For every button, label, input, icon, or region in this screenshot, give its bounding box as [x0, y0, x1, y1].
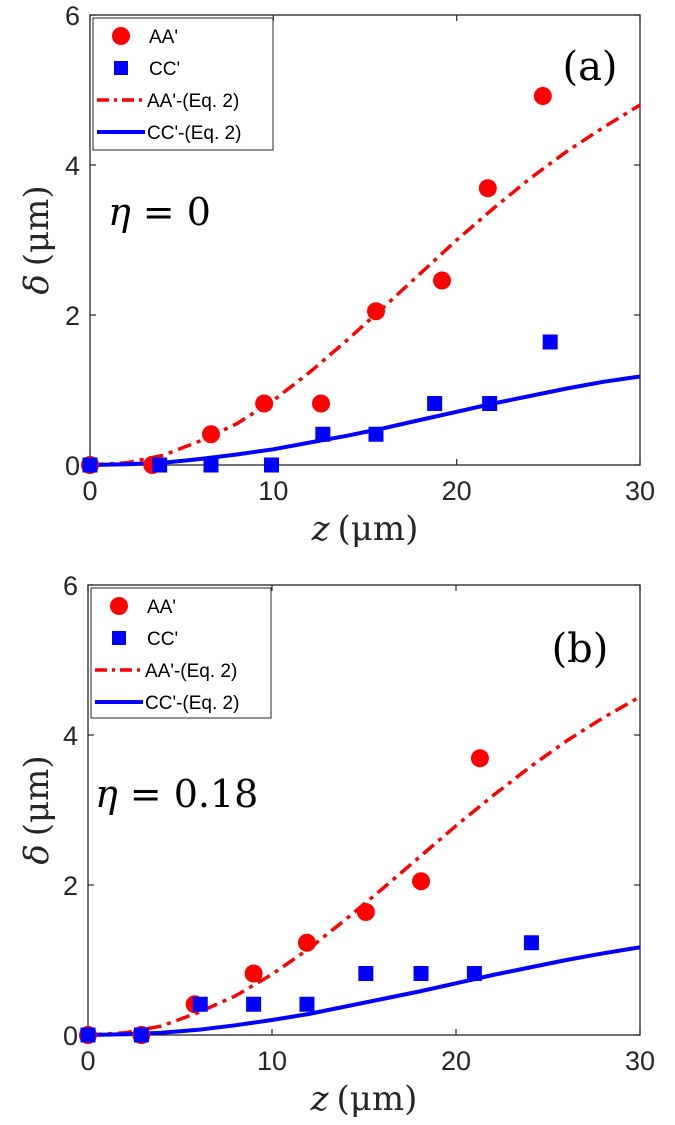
legend-marker-circle	[112, 27, 130, 45]
y-axis-unit: (μm)	[17, 755, 57, 836]
eta-annotation: η = 0.18	[95, 772, 258, 816]
y-axis-label: δ (μm)	[17, 185, 57, 294]
data-point-aa	[312, 394, 330, 413]
data-point-cc	[152, 457, 168, 473]
data-point-cc	[299, 996, 315, 1012]
data-point-aa	[470, 749, 489, 768]
series-line-cc-eq2	[89, 374, 641, 467]
x-axis-label: z (μm)	[311, 509, 419, 549]
legend-label: AA'-(Eq. 2)	[147, 91, 239, 112]
data-point-aa	[412, 872, 431, 891]
legend-marker-square	[112, 631, 126, 645]
eta-value: = 0.18	[130, 772, 259, 816]
y-tick-label: 4	[65, 151, 80, 181]
data-point-cc	[203, 457, 219, 473]
x-axis-label: z (μm)	[310, 1079, 418, 1119]
data-point-cc	[80, 1027, 96, 1043]
y-axis-unit: (μm)	[17, 185, 57, 266]
chart-panel-a: 0 10 20 30 0 2 4 6 AA' CC' AA'-(Eq. 2) CC'-(Eq. 2) (…	[17, 1, 655, 549]
x-tick-label: 0	[80, 1046, 95, 1076]
series-line-aa-eq2	[89, 103, 641, 467]
data-point-cc	[133, 1027, 149, 1043]
data-point-cc	[482, 396, 498, 411]
data-point-aa	[478, 179, 497, 198]
legend-label: CC'	[147, 629, 178, 650]
y-tick-label: 2	[63, 871, 78, 901]
data-point-cc	[315, 426, 331, 442]
legend-label: AA'-(Eq. 2)	[145, 661, 237, 682]
x-tick-label: 20	[442, 476, 472, 506]
data-point-aa	[356, 903, 375, 921]
y-tick-label: 2	[65, 301, 80, 331]
y-tick-label: 4	[63, 721, 78, 751]
legend: AA' CC' AA'-(Eq. 2) CC'-(Eq. 2)	[92, 17, 274, 151]
legend: AA' CC' AA'-(Eq. 2) CC'-(Eq. 2)	[90, 587, 272, 719]
eta-annotation: η = 0	[108, 190, 211, 234]
y-axis-variable: δ	[17, 844, 57, 864]
legend-label: CC'-(Eq. 2)	[145, 693, 239, 714]
legend-label: CC'-(Eq. 2)	[147, 123, 241, 144]
x-axis-variable: z	[311, 509, 331, 549]
eta-value: = 0	[143, 190, 211, 234]
panel-label: (a)	[562, 44, 617, 90]
data-point-aa	[244, 964, 263, 983]
y-tick-label: 6	[63, 571, 78, 601]
data-point-aa	[433, 271, 451, 290]
data-point-cc	[427, 396, 443, 411]
data-point-cc	[466, 966, 482, 981]
data-point-aa	[255, 394, 274, 413]
x-tick-label: 10	[257, 1046, 287, 1076]
data-point-cc	[368, 426, 384, 442]
legend-marker-circle	[110, 597, 128, 615]
eta-symbol: η	[95, 772, 118, 816]
data-point-cc	[264, 457, 279, 473]
y-tick-label: 0	[63, 1021, 78, 1051]
x-tick-label: 20	[441, 1046, 471, 1076]
data-point-aa	[297, 933, 316, 952]
series-line-cc-eq2	[87, 945, 641, 1037]
data-point-cc	[358, 966, 374, 981]
eta-symbol: η	[108, 190, 131, 234]
y-axis-label: δ (μm)	[17, 755, 57, 864]
x-axis-variable: z	[310, 1079, 330, 1119]
data-point-cc	[523, 935, 539, 951]
legend-label: AA'	[149, 27, 178, 48]
y-tick-label: 0	[65, 451, 80, 481]
x-tick-label: 30	[625, 1046, 655, 1076]
data-point-cc	[246, 996, 262, 1012]
y-axis-variable: δ	[17, 274, 57, 294]
legend-marker-square	[114, 61, 128, 75]
data-point-cc	[192, 996, 208, 1012]
data-point-cc	[82, 457, 98, 473]
x-axis-unit: (μm)	[338, 509, 419, 549]
data-point-cc	[542, 334, 558, 350]
data-point-aa	[367, 302, 385, 321]
data-point-aa	[202, 425, 220, 444]
x-axis-unit: (μm)	[337, 1079, 418, 1119]
data-point-cc	[413, 966, 429, 981]
chart-panel-b: 0 10 20 30 0 2 4 6 AA' CC' AA'-(Eq. 2) CC'-(Eq. 2) (…	[17, 571, 655, 1119]
x-tick-label: 10	[258, 476, 288, 506]
legend-label: AA'	[147, 597, 176, 618]
legend-label: CC'	[149, 59, 180, 80]
x-tick-label: 30	[625, 476, 655, 506]
data-point-aa	[533, 87, 552, 105]
x-tick-label: 0	[82, 476, 97, 506]
y-tick-label: 6	[65, 1, 80, 31]
panel-label: (b)	[552, 626, 609, 672]
